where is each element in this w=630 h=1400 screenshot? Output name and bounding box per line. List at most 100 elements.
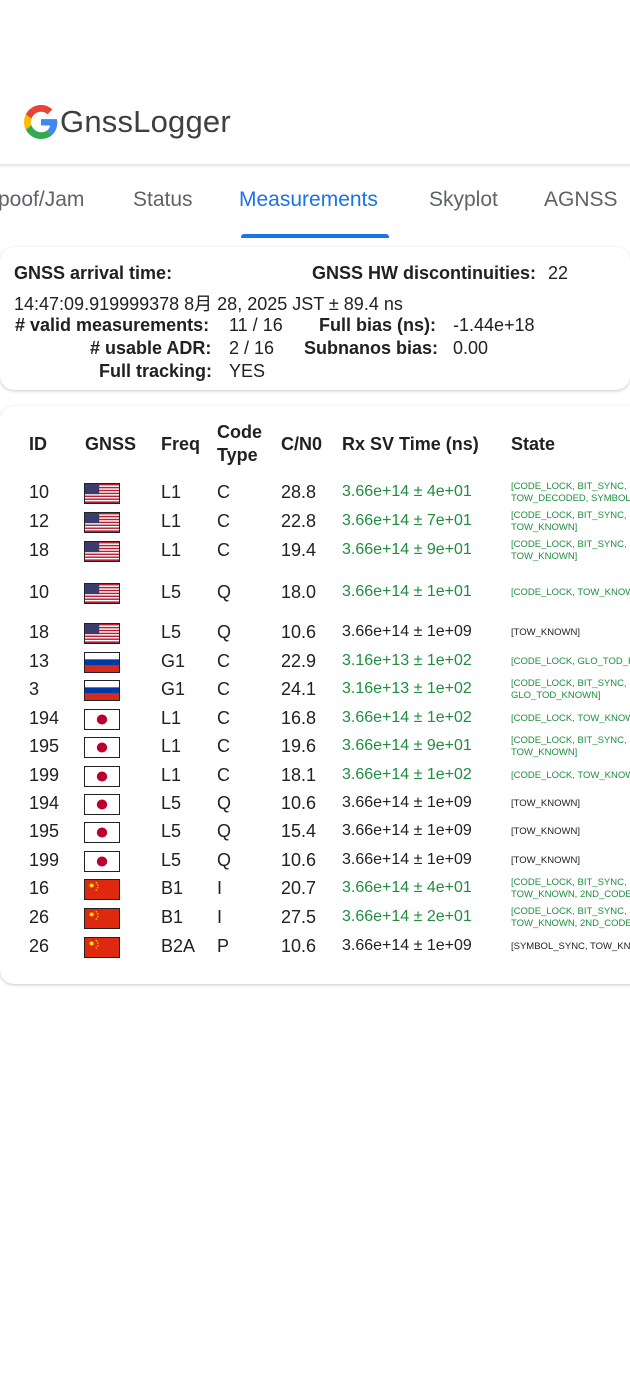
cell-freq: G1 (161, 679, 186, 699)
cell-state-cont: TOW_KNOWN] (511, 551, 578, 562)
cell-id: 18 (29, 622, 50, 642)
tab-spoof-jam[interactable]: poof/Jam (0, 188, 85, 211)
cell-id: 194 (29, 793, 60, 813)
jp-flag-icon (84, 822, 120, 843)
app-logo: GnssLogger (24, 100, 231, 144)
cn-flag-icon (84, 908, 120, 929)
full-bias-value: -1.44e+18 (453, 315, 535, 335)
cell-state: [TOW_KNOWN] (511, 627, 580, 638)
subnanos-bias-value: 0.00 (453, 338, 489, 358)
app-title: GnssLogger (60, 104, 231, 139)
cell-id: 13 (29, 651, 50, 671)
cell-rx-sv-time: 3.66e+14 ± 1e+09 (342, 794, 472, 811)
cell-cn0: 10.6 (281, 622, 317, 642)
cell-state: [TOW_KNOWN] (511, 855, 580, 866)
cell-code-type: C (217, 679, 230, 699)
cell-cn0: 10.6 (281, 850, 317, 870)
tab-status[interactable]: Status (133, 188, 193, 211)
cell-freq: L1 (161, 708, 182, 728)
cell-state: [TOW_KNOWN] (511, 798, 580, 809)
valid-measurements-label: # valid measurements: (15, 315, 210, 335)
cell-freq: B2A (161, 936, 196, 956)
tab-skyplot[interactable]: Skyplot (429, 188, 498, 211)
cell-cn0: 24.1 (281, 679, 317, 699)
tab-measurements[interactable]: Measurements (239, 188, 378, 211)
col-gnss-header: GNSS (85, 434, 137, 454)
usable-adr-value: 2 / 16 (229, 338, 275, 358)
tab-bar: poof/Jam Status Measurements Skyplot AGN… (0, 170, 630, 238)
cell-rx-sv-time: 3.16e+13 ± 1e+02 (342, 652, 472, 669)
cell-code-type: I (217, 878, 223, 898)
cell-id: 199 (29, 850, 60, 870)
valid-measurements-value: 11 / 16 (229, 315, 283, 335)
cell-cn0: 15.4 (281, 821, 317, 841)
cell-state: [CODE_LOCK, TOW_KNOWN] (511, 770, 630, 781)
cell-cn0: 18.1 (281, 765, 317, 785)
ru-flag-icon (84, 680, 120, 701)
cell-cn0: 10.6 (281, 793, 317, 813)
cell-state-cont: TOW_KNOWN] (511, 522, 578, 533)
cell-id: 10 (29, 582, 50, 602)
cell-id: 26 (29, 907, 50, 927)
col-code-type-header: Code Type (217, 422, 262, 465)
cell-state-cont: TOW_KNOWN, 2ND_CODE_LOCK] (511, 889, 630, 900)
cell-code-type: C (217, 482, 230, 502)
full-tracking-label: Full tracking: (99, 361, 213, 381)
tab-agnss[interactable]: AGNSS (544, 188, 618, 211)
cell-freq: L5 (161, 850, 182, 870)
cell-code-type: Q (217, 793, 232, 813)
cell-rx-sv-time: 3.66e+14 ± 9e+01 (342, 541, 472, 558)
col-freq-header: Freq (161, 434, 201, 454)
col-id-header: ID (29, 434, 47, 454)
full-tracking-value: YES (229, 361, 266, 381)
cell-cn0: 16.8 (281, 708, 317, 728)
cell-code-type: Q (217, 622, 232, 642)
cell-code-type: C (217, 651, 230, 671)
cell-cn0: 27.5 (281, 907, 317, 927)
cell-state: [SYMBOL_SYNC, TOW_KNOWN] (511, 941, 630, 952)
cell-freq: L1 (161, 765, 182, 785)
usable-adr-label: # usable ADR: (90, 338, 212, 358)
cell-code-type: C (217, 736, 230, 756)
app-bar-shadow (0, 164, 630, 168)
summary-card: GNSS arrival time: GNSS HW discontinuiti… (0, 247, 630, 390)
col-cn0-header: C/N0 (281, 434, 323, 454)
cell-cn0: 19.4 (281, 540, 317, 560)
us-flag-icon (84, 512, 120, 533)
cell-state: [CODE_LOCK, BIT_SYNC, SUBFRAME_SYNC, (511, 735, 630, 746)
cell-rx-sv-time: 3.66e+14 ± 1e+09 (342, 623, 472, 640)
cell-cn0: 18.0 (281, 582, 317, 602)
cell-code-type: I (217, 907, 223, 927)
cell-code-type: Q (217, 821, 232, 841)
cn-flag-icon (84, 937, 120, 958)
cell-state-cont: TOW_KNOWN] (511, 747, 578, 758)
cell-state: [CODE_LOCK, GLO_TOD_KNOWN] (511, 656, 630, 667)
cell-rx-sv-time: 3.66e+14 ± 9e+01 (342, 737, 472, 754)
arrival-time-value: 14:47:09.919999378 8月 28, 2025 JST ± 89.… (14, 294, 403, 314)
cell-state: [CODE_LOCK, BIT_SYNC, SUBFRAME_SYNC, (511, 906, 630, 917)
cell-state: [TOW_KNOWN] (511, 826, 580, 837)
cell-state: [CODE_LOCK, BIT_SYNC, SUBFRAME_SYNC, TOW… (511, 481, 630, 492)
ru-flag-icon (84, 652, 120, 673)
cell-state: [CODE_LOCK, TOW_KNOWN] (511, 587, 630, 598)
cell-code-type: P (217, 936, 230, 956)
cell-code-type: C (217, 765, 230, 785)
cell-code-type: C (217, 540, 230, 560)
cell-id: 10 (29, 482, 50, 502)
measurements-card: ID GNSS Freq Code Type C/N0 Rx SV Time (… (0, 406, 630, 984)
jp-flag-icon (84, 709, 120, 730)
cell-rx-sv-time: 3.66e+14 ± 1e+09 (342, 851, 472, 868)
cell-rx-sv-time: 3.66e+14 ± 1e+02 (342, 709, 472, 726)
cell-cn0: 20.7 (281, 878, 317, 898)
cell-freq: G1 (161, 651, 186, 671)
cell-state-cont: TOW_KNOWN, 2ND_CODE_LOCK] (511, 918, 630, 929)
cell-rx-sv-time: 3.66e+14 ± 4e+01 (342, 483, 472, 500)
cell-id: 195 (29, 821, 60, 841)
cell-state: [CODE_LOCK, BIT_SYNC, SUBFRAME_SYNC, (511, 510, 630, 521)
cell-freq: B1 (161, 907, 184, 927)
cell-state-cont: TOW_DECODED, SYMBOL_SYNC, TOW_KNOWN] (511, 493, 630, 504)
jp-flag-icon (84, 737, 120, 758)
us-flag-icon (84, 583, 120, 604)
cell-cn0: 19.6 (281, 736, 317, 756)
cell-rx-sv-time: 3.66e+14 ± 2e+01 (342, 908, 472, 925)
